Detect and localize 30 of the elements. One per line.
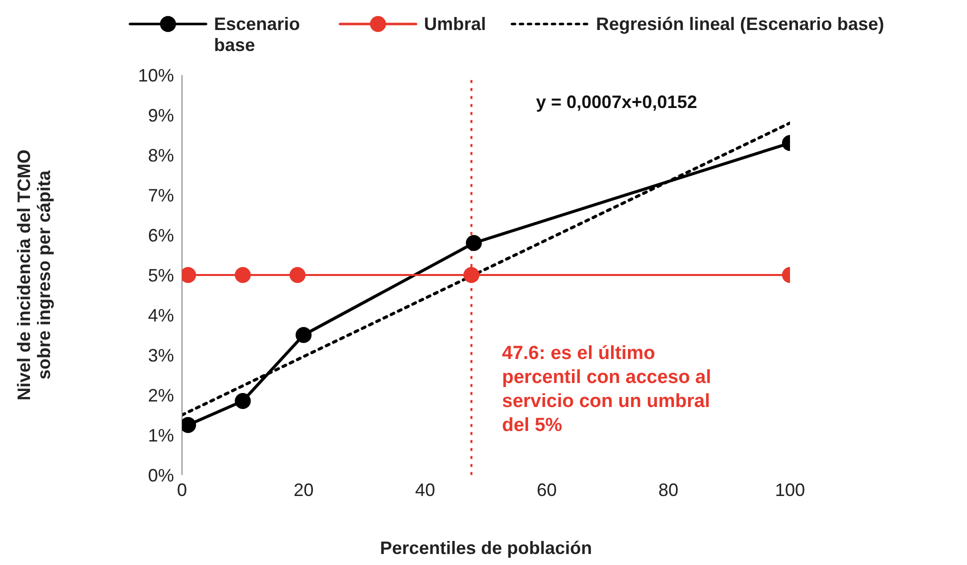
y-tick-label: 9% — [148, 105, 174, 126]
x-tick-label: 0 — [176, 480, 188, 500]
y-tick-label: 2% — [148, 385, 174, 406]
y-tick-label: 0% — [148, 465, 174, 486]
point — [463, 267, 480, 283]
y-tick-label: 6% — [148, 225, 174, 246]
y-tick-label: 1% — [148, 425, 174, 446]
x-tick-label: 20 — [294, 480, 314, 500]
legend-label: Escenario base — [214, 14, 302, 56]
point — [466, 235, 482, 251]
y-tick-label: 7% — [148, 185, 174, 206]
annotation: 47.6: es el último percentil con acceso al servicio con un umbral del 5% — [502, 342, 712, 438]
y-axis-title: Nivel de incidencia del TCMO sobre ingreso per cápita — [14, 149, 54, 401]
point — [290, 267, 306, 283]
y-tick-label: 8% — [148, 145, 174, 166]
x-tick-label: 80 — [658, 480, 678, 500]
y-tick-label: 4% — [148, 305, 174, 326]
y-tick-label: 5% — [148, 265, 174, 286]
x-axis-title: Percentiles de población — [378, 538, 594, 559]
annotation: y = 0,0007x+0,0152 — [536, 92, 698, 113]
point — [234, 267, 251, 283]
y-tick-label: 3% — [148, 345, 174, 366]
legend-label: Umbral — [424, 14, 486, 35]
point — [296, 327, 312, 343]
legend-label: Regresión lineal (Escenario base) — [596, 14, 884, 35]
y-tick-label: 10% — [138, 65, 174, 86]
x-tick-label: 40 — [415, 480, 436, 500]
x-tick-label: 60 — [536, 480, 557, 500]
x-tick-label: 100 — [774, 480, 806, 500]
point — [234, 393, 251, 409]
